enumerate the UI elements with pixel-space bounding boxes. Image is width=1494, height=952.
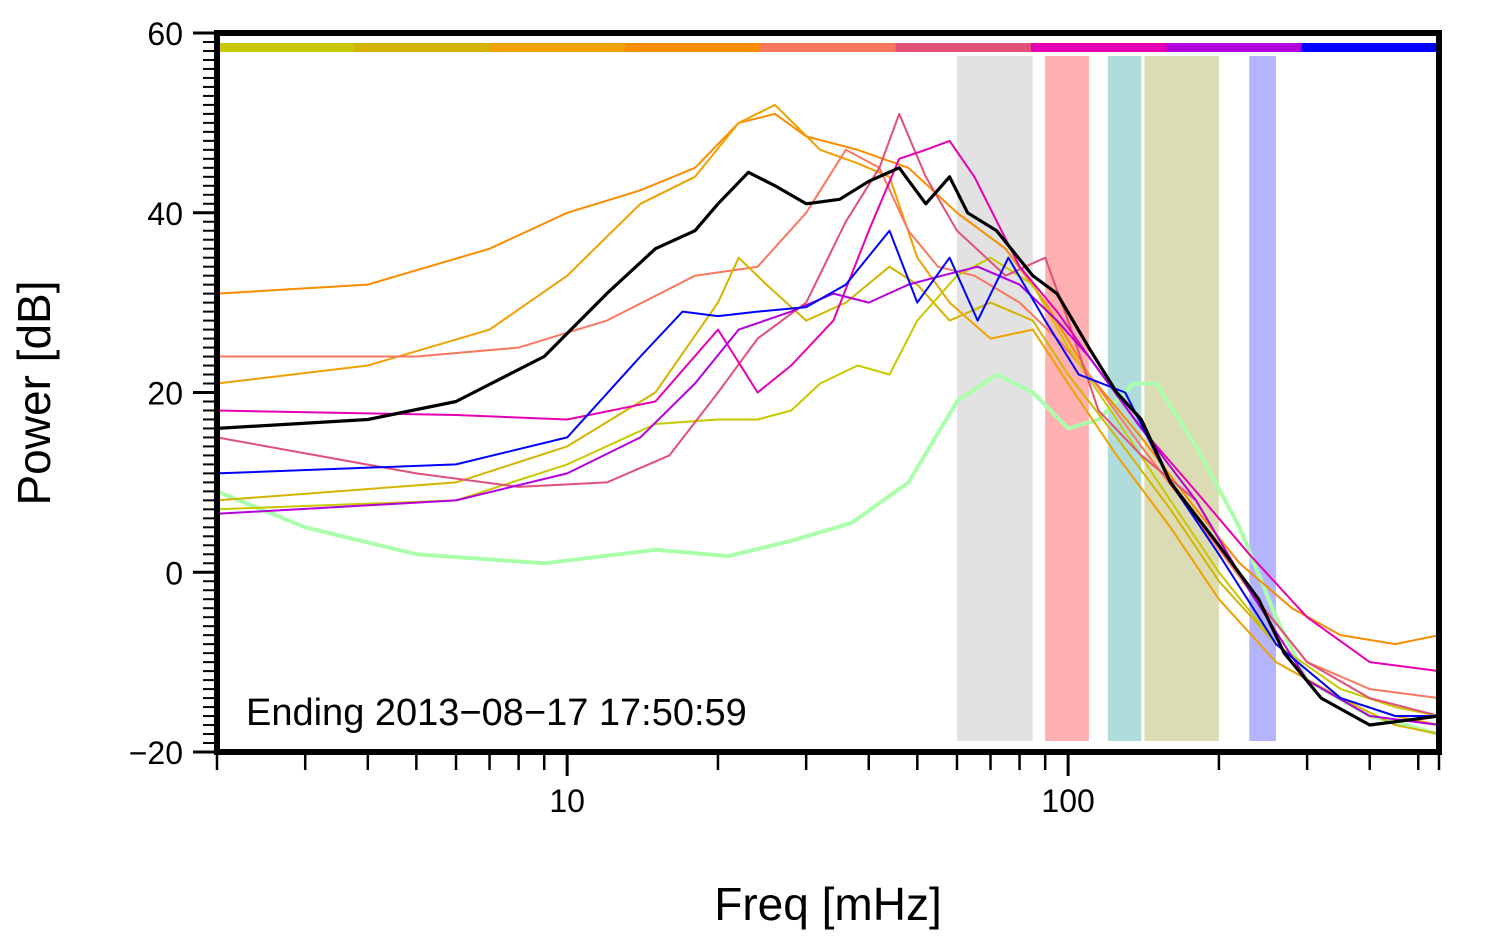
band-4 xyxy=(1144,56,1219,741)
series-line-11 xyxy=(216,166,1440,727)
series-lines xyxy=(216,103,1440,736)
y-tick-label: 20 xyxy=(147,376,183,412)
x-tick-label: 100 xyxy=(1041,783,1094,819)
color-bar-segment-9 xyxy=(1301,43,1438,52)
color-bar-segment-6 xyxy=(895,43,1032,52)
color-bar-segment-7 xyxy=(1031,43,1167,52)
color-bar-segment-2 xyxy=(354,43,491,52)
ending-timestamp-annotation: Ending 2013−08−17 17:50:59 xyxy=(246,692,747,734)
series-line-10 xyxy=(216,229,1439,717)
color-bar-segment-8 xyxy=(1166,43,1303,52)
x-axis-ticks: 10 100 xyxy=(215,752,1441,819)
series-line-8 xyxy=(216,139,1440,673)
y-axis-ticks: −20 0 20 40 60 xyxy=(129,16,217,771)
color-bar-segment-3 xyxy=(489,43,626,52)
x-axis-label: Freq [mHz] xyxy=(714,878,941,930)
color-bar xyxy=(219,43,1438,52)
color-bar-segment-1 xyxy=(219,43,355,52)
series-line-3 xyxy=(216,103,1440,726)
color-bar-segment-4 xyxy=(625,43,761,52)
band-1 xyxy=(956,56,1033,741)
x-tick-label: 10 xyxy=(549,783,585,819)
y-tick-label: −20 xyxy=(129,735,183,771)
y-tick-label: 0 xyxy=(165,555,183,591)
y-tick-label: 60 xyxy=(147,16,183,52)
series-line-4 xyxy=(217,148,1440,700)
band-2 xyxy=(1045,56,1089,741)
series-line-6 xyxy=(216,256,1440,717)
y-axis-label: Power [dB] xyxy=(8,281,60,506)
color-bar-segment-5 xyxy=(760,43,897,52)
band-3 xyxy=(1107,56,1142,741)
series-line-1 xyxy=(216,372,1440,736)
y-minor-ticks xyxy=(203,32,219,753)
y-tick-label: 40 xyxy=(147,196,183,232)
